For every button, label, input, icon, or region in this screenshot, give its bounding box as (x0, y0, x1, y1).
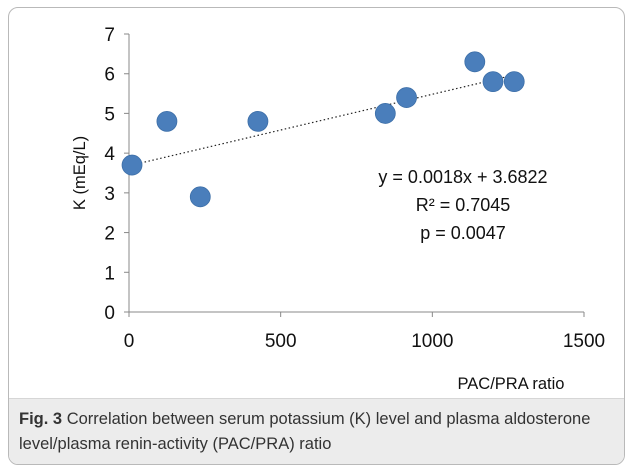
data-point (464, 51, 486, 73)
x-axis-label: PAC/PRA ratio (458, 375, 565, 393)
y-tick-label: 2 (104, 224, 115, 245)
y-tick-label: 1 (104, 263, 115, 284)
data-point (396, 87, 417, 108)
y-tick-label: 3 (104, 184, 115, 205)
data-point (503, 71, 525, 93)
y-tick-label: 7 (104, 25, 115, 46)
data-point (374, 103, 396, 124)
data-point (121, 154, 143, 176)
x-tick-label: 1000 (411, 331, 453, 352)
x-tick-label: 500 (265, 331, 297, 352)
equation-annotation: R² = 0.7045 (416, 195, 511, 215)
equation-annotation: y = 0.0018x + 3.6822 (378, 167, 547, 187)
trendline-group (128, 74, 515, 167)
data-point (247, 110, 269, 132)
scatter-chart: 0 1 2 3 4 5 6 7 0 500 1000 1500 y = 0.0018x + 3.682… (71, 25, 605, 393)
trendline (128, 74, 515, 167)
y-tick-label: 0 (104, 303, 115, 324)
caption-label: Fig. 3 (19, 410, 63, 428)
equation-annotation: p = 0.0047 (420, 223, 506, 243)
data-point (482, 71, 504, 93)
annotations: y = 0.0018x + 3.6822 R² = 0.7045 p = 0.004… (378, 167, 547, 243)
data-point (156, 110, 178, 132)
tick-labels: 0 1 2 3 4 5 6 7 0 500 1000 1500 (104, 25, 605, 352)
data-point (189, 186, 211, 208)
figure-panel: 0 1 2 3 4 5 6 7 0 500 1000 1500 y = 0.0018x + 3.682… (8, 7, 625, 465)
y-tick-label: 4 (104, 144, 115, 165)
x-tick-label: 1500 (563, 331, 605, 352)
figure-caption: Fig. 3 Correlation between serum potassi… (9, 398, 624, 464)
y-tick-label: 6 (104, 65, 115, 86)
x-tick-label: 0 (124, 331, 135, 352)
y-axis-label: K (mEq/L) (71, 136, 89, 210)
caption-text: Correlation between serum potassium (K) … (19, 410, 591, 453)
y-tick-label: 5 (104, 104, 115, 125)
data-points (121, 51, 525, 208)
